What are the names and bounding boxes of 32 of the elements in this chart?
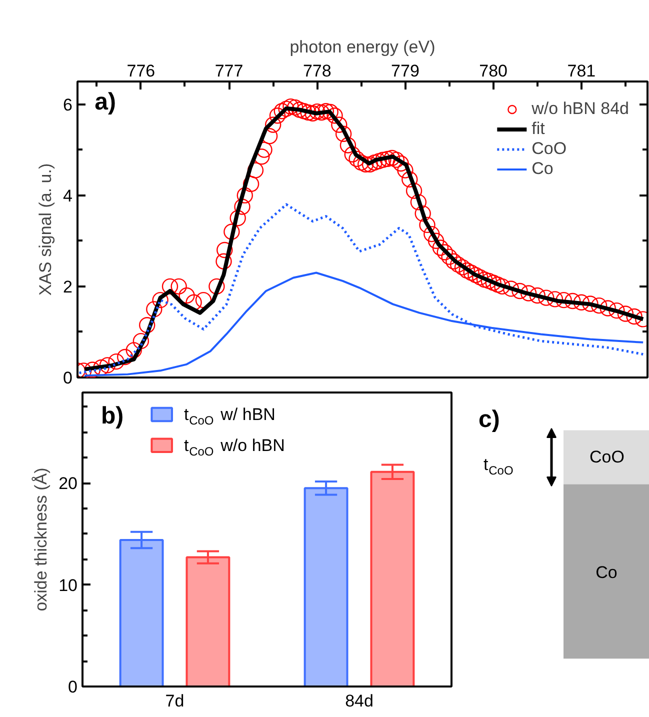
x-axis-title: photon energy (eV) bbox=[290, 38, 436, 56]
annotation: b) bbox=[100, 402, 124, 430]
x-tick-label: 7d bbox=[165, 692, 184, 710]
y-tick-label: 6 bbox=[63, 95, 73, 114]
text: Co bbox=[596, 562, 618, 582]
bar bbox=[304, 487, 348, 686]
y-axis-title: oxide thickness (Å) bbox=[32, 468, 51, 612]
legend-label: CoO bbox=[532, 139, 567, 159]
x-tick-label: 84d bbox=[345, 692, 374, 710]
x-tick-label: 780 bbox=[479, 62, 508, 80]
annotation: a) bbox=[94, 88, 116, 116]
y-tick-label: 0 bbox=[68, 678, 78, 696]
x-tick-label: 779 bbox=[391, 62, 420, 80]
y-tick-label: 10 bbox=[58, 576, 78, 595]
text: CoO bbox=[590, 448, 624, 467]
legend-label: w/o hBN 84d bbox=[532, 99, 629, 119]
x-tick-label: 781 bbox=[567, 62, 596, 80]
text: c) bbox=[478, 406, 500, 433]
y-tick-label: 2 bbox=[63, 277, 73, 296]
y-tick-label: 4 bbox=[63, 186, 73, 206]
bar bbox=[119, 539, 164, 686]
x-tick-label: 778 bbox=[302, 62, 332, 80]
legend-label: fit bbox=[532, 119, 546, 139]
bar bbox=[370, 470, 415, 686]
bar bbox=[186, 556, 230, 686]
y-axis-title: XAS signal (a. u.) bbox=[36, 163, 56, 296]
line-series bbox=[78, 203, 644, 374]
legend-label: Co bbox=[532, 159, 554, 179]
y-tick-label: 20 bbox=[58, 474, 78, 494]
x-tick-label: 776 bbox=[126, 62, 156, 80]
y-tick-label: 0 bbox=[63, 368, 73, 388]
x-tick-label: 777 bbox=[214, 62, 244, 80]
